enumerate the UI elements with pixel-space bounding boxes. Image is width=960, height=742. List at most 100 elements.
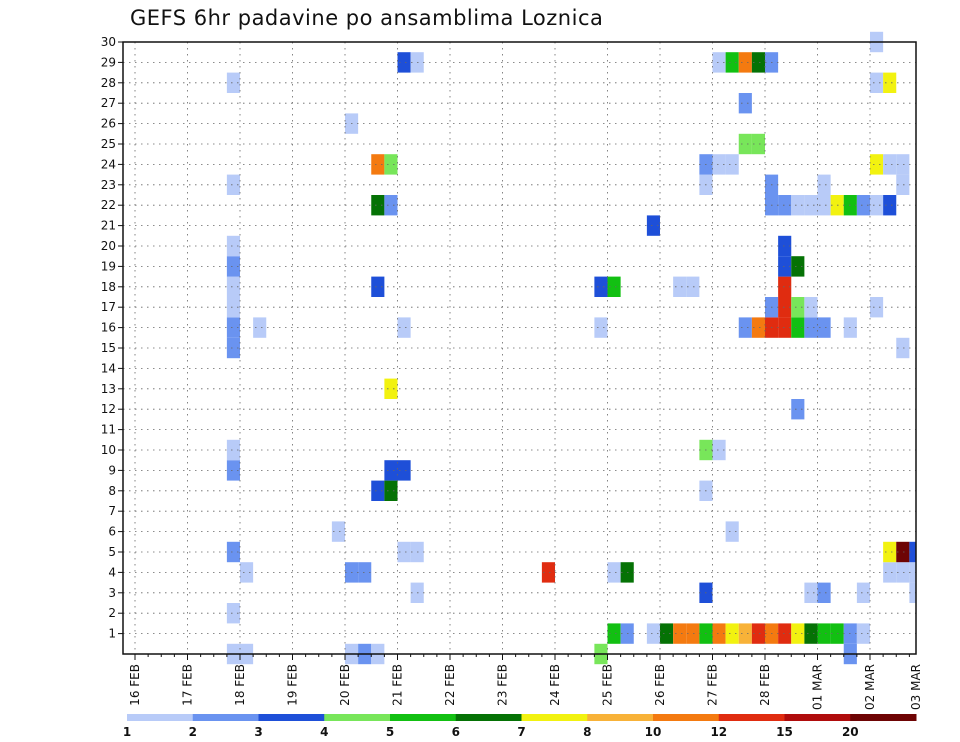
legend-label: 12 — [710, 725, 727, 739]
precip-cell — [541, 562, 556, 583]
x-tick-label: 16 FEB — [128, 664, 142, 706]
y-tick-label: 17 — [101, 300, 116, 314]
precip-cell — [397, 317, 411, 338]
legend-swatch — [390, 714, 457, 721]
precip-cell — [856, 195, 871, 216]
precip-cell — [371, 276, 385, 297]
precip-cell — [883, 154, 897, 175]
y-tick-label: 3 — [108, 586, 116, 600]
precip-cell — [804, 623, 818, 644]
precip-cell — [226, 297, 241, 318]
precip-cell — [725, 521, 739, 542]
precip-cell — [778, 623, 792, 644]
legend-swatch — [653, 714, 720, 721]
y-tick-label: 8 — [108, 484, 116, 498]
legend-label: 2 — [189, 725, 197, 739]
precip-cell — [384, 378, 398, 399]
x-tick-label: 25 FEB — [601, 664, 615, 706]
legend-swatch — [784, 714, 851, 721]
precip-cell — [226, 541, 241, 563]
precip-cell — [870, 195, 884, 216]
legend-label: 5 — [386, 725, 394, 739]
precip-cell — [778, 195, 792, 216]
legend-label: 10 — [645, 725, 662, 739]
y-tick-label: 6 — [108, 525, 116, 539]
x-tick-label: 17 FEB — [181, 664, 195, 706]
precip-cell — [791, 399, 805, 420]
legend-swatch — [850, 714, 917, 721]
y-tick-label: 14 — [101, 361, 116, 375]
x-tick-label: 28 FEB — [758, 664, 772, 706]
precip-cell — [804, 195, 818, 216]
precip-cell — [607, 276, 621, 297]
precip-cell — [778, 297, 792, 318]
y-tick-label: 1 — [108, 627, 116, 641]
y-tick-label: 23 — [101, 178, 116, 192]
precip-cell — [751, 623, 766, 644]
precip-cell — [712, 439, 726, 461]
precip-cell — [751, 52, 766, 73]
y-tick-label: 4 — [108, 565, 116, 579]
precip-cell — [778, 276, 792, 297]
precip-cell — [817, 195, 831, 216]
precip-cell — [817, 317, 831, 338]
precip-cell — [751, 133, 766, 155]
precip-cell — [738, 317, 752, 338]
y-tick-label: 5 — [108, 545, 116, 559]
x-tick-label: 26 FEB — [653, 664, 667, 706]
precip-cell — [856, 623, 871, 644]
precip-cell — [384, 480, 398, 501]
x-tick-label: 03 MAR — [909, 664, 923, 710]
x-tick-label: 24 FEB — [548, 664, 562, 706]
precip-cells — [226, 31, 917, 665]
precip-cell — [817, 623, 831, 644]
precip-cell — [883, 562, 897, 583]
y-tick-label: 18 — [101, 280, 116, 294]
precip-cell — [909, 562, 917, 583]
chart-title: GEFS 6hr padavine po ansamblima Loznica — [130, 6, 604, 30]
precip-cell — [686, 276, 700, 297]
precip-cell — [673, 623, 687, 644]
precip-cell — [817, 582, 831, 603]
y-tick-label: 27 — [101, 96, 116, 110]
precip-cell — [594, 276, 608, 297]
precip-cell — [226, 439, 241, 461]
precip-cell — [226, 72, 241, 93]
y-tick-label: 2 — [108, 606, 116, 620]
legend-swatch — [324, 714, 391, 721]
precip-cell — [725, 52, 739, 73]
precip-cell — [883, 195, 897, 216]
legend-label: 20 — [842, 725, 859, 739]
y-tick-label: 29 — [101, 55, 116, 69]
y-tick-label: 7 — [108, 504, 116, 518]
precip-cell — [226, 276, 241, 297]
y-axis: 1234567891011121314151617181920212223242… — [101, 35, 123, 641]
y-tick-label: 24 — [101, 157, 116, 171]
precip-cell — [607, 623, 621, 644]
precip-cell — [738, 623, 752, 644]
precip-cell — [371, 154, 385, 175]
precip-cell — [226, 174, 241, 195]
precip-cell — [358, 562, 372, 583]
y-tick-label: 13 — [101, 382, 116, 396]
precip-cell — [883, 541, 897, 563]
precip-cell — [804, 582, 818, 603]
precip-cell — [791, 256, 805, 277]
precip-cell — [791, 195, 805, 216]
legend-swatch — [455, 714, 522, 721]
precip-cell — [397, 460, 411, 481]
x-tick-label: 02 MAR — [863, 664, 877, 710]
precip-cell — [226, 317, 241, 338]
precip-cell — [804, 317, 818, 338]
y-tick-label: 20 — [101, 239, 116, 253]
precip-cell — [817, 174, 831, 195]
precip-cell — [751, 317, 766, 338]
y-tick-label: 22 — [101, 198, 116, 212]
y-tick-label: 16 — [101, 321, 116, 335]
legend-label: 6 — [452, 725, 460, 739]
precip-cell — [804, 297, 818, 318]
y-tick-label: 26 — [101, 117, 116, 131]
x-tick-label: 18 FEB — [233, 664, 247, 706]
precip-cell — [909, 582, 917, 603]
precip-cell — [226, 603, 241, 624]
